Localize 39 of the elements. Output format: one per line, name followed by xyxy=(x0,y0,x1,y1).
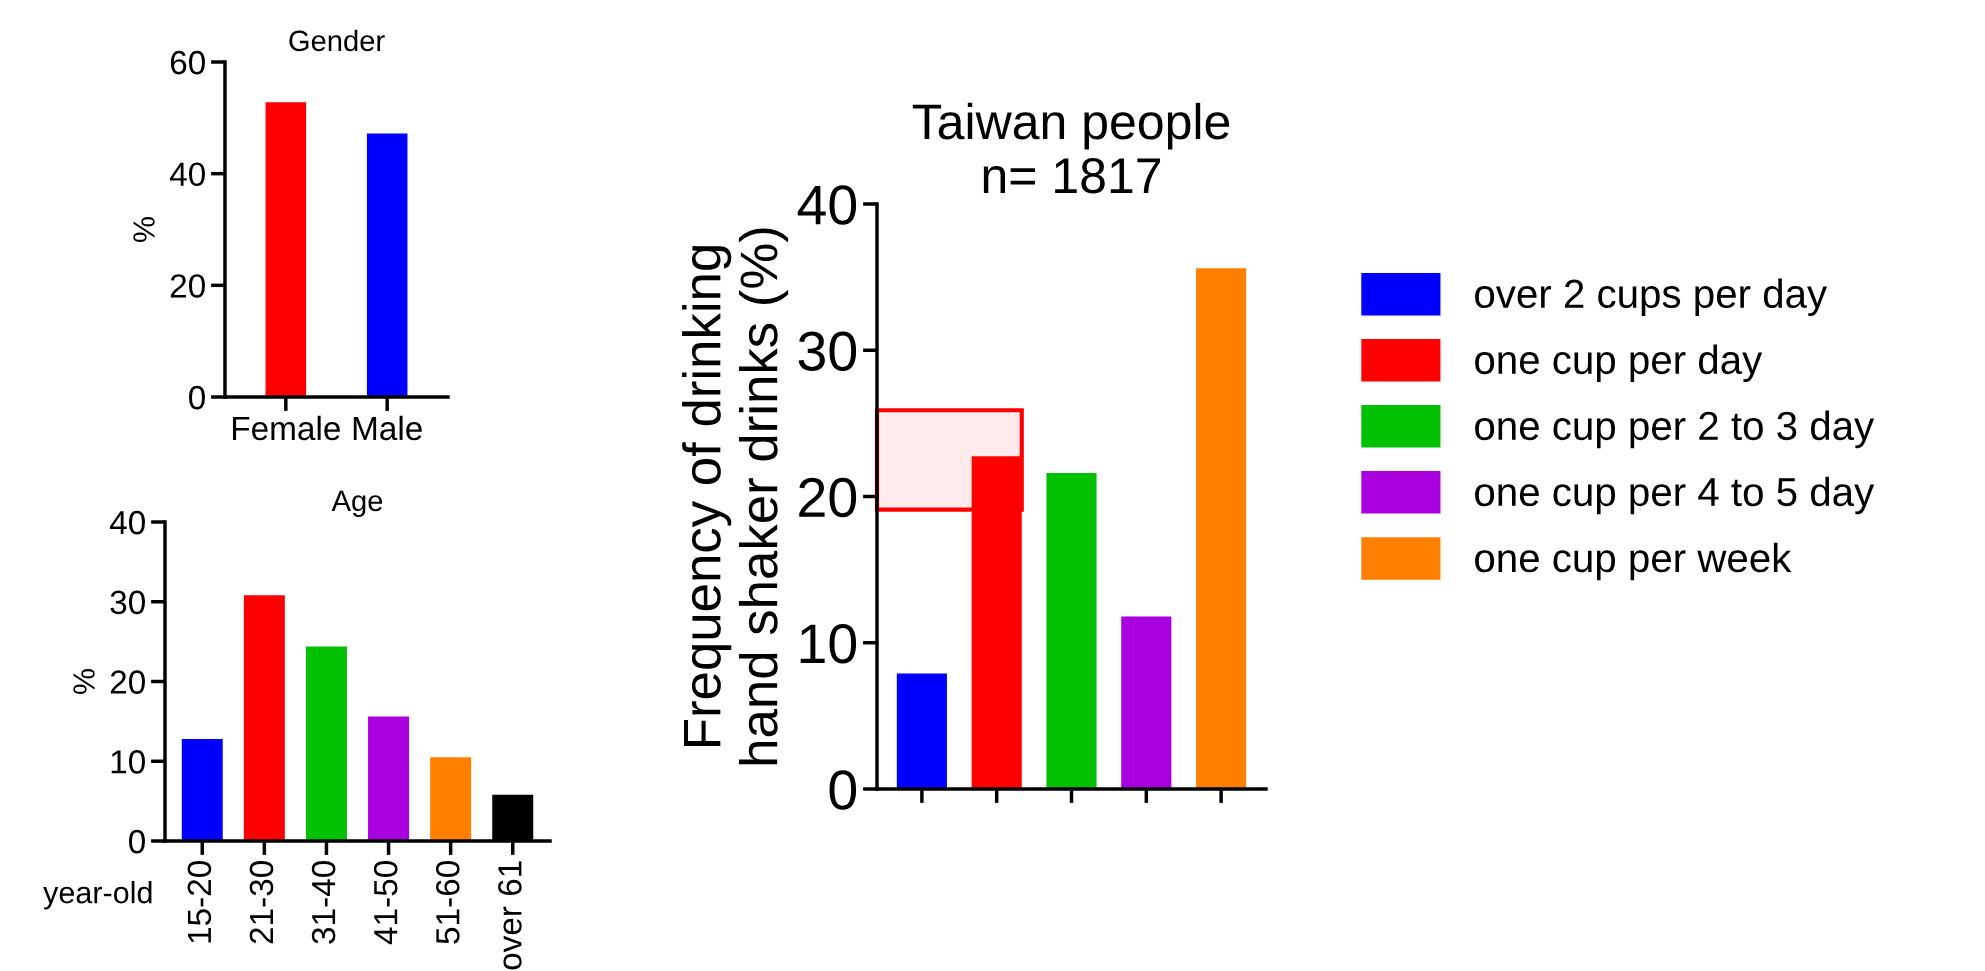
y-tick-label: 20 xyxy=(799,477,857,518)
legend-label: one cup per week xyxy=(1475,542,1792,581)
bar xyxy=(430,757,472,841)
y-tick-label: 40 xyxy=(797,185,857,225)
x-tick-label: 15-20 xyxy=(187,861,212,943)
y-tick-label: 30 xyxy=(798,331,857,371)
chart-title: Gender xyxy=(289,29,385,52)
bar xyxy=(305,646,347,841)
y-axis-title: % xyxy=(133,217,155,242)
y-tick-label: 40 xyxy=(109,510,145,535)
x-tick-label: Male xyxy=(353,415,422,441)
x-tick-label: 21-30 xyxy=(249,861,274,944)
y-tick-label: 0 xyxy=(829,770,857,810)
x-tick-label: 51-60 xyxy=(435,861,460,944)
x-tick-label: 31-40 xyxy=(311,861,336,944)
y-tick-label: 0 xyxy=(129,829,145,854)
bar xyxy=(243,595,285,841)
y-tick-label: 10 xyxy=(111,750,145,774)
x-axis-title: year-old xyxy=(43,880,152,910)
y-tick-label: 10 xyxy=(800,624,857,664)
legend-label: over 2 cups per day xyxy=(1475,278,1828,317)
x-tick-label: Female xyxy=(232,415,340,441)
y-tick-label: 20 xyxy=(170,274,205,298)
y-tick-label: 0 xyxy=(189,385,205,410)
x-tick-label: 41-50 xyxy=(373,861,398,945)
y-tick-label: 60 xyxy=(170,50,205,75)
y-tick-label: 40 xyxy=(169,162,205,187)
y-axis-title: Frequency of drinking hand shaker drinks (%) xyxy=(682,228,789,765)
legend-label: one cup per day xyxy=(1475,344,1763,383)
chart-title: Taiwan people n= 1817 xyxy=(912,102,1230,194)
y-axis-title: % xyxy=(73,669,95,694)
x-tick-label: over 61 xyxy=(498,861,522,970)
chart-title: Age xyxy=(331,490,383,517)
bar xyxy=(368,716,410,841)
legend-label: one cup per 4 to 5 day xyxy=(1475,476,1875,515)
y-tick-label: 30 xyxy=(110,590,145,615)
legend-label: one cup per 2 to 3 day xyxy=(1475,410,1875,449)
y-tick-label: 20 xyxy=(110,670,145,694)
bar xyxy=(181,738,223,841)
